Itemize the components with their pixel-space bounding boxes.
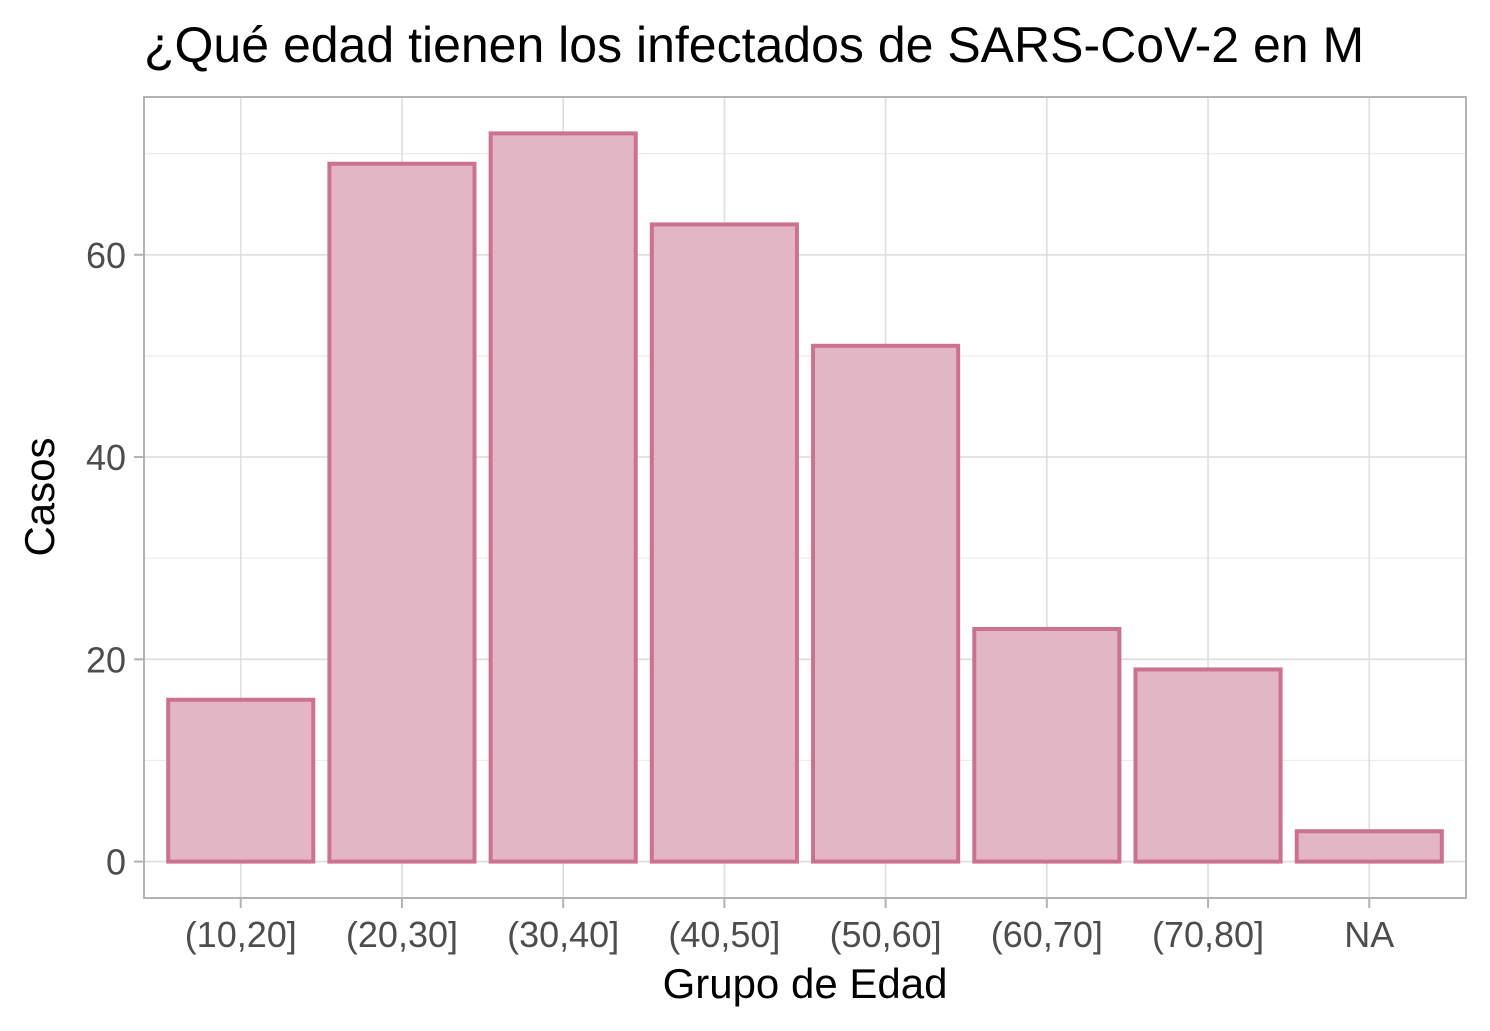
x-tick-label: (60,70] [991,914,1103,955]
y-axis: 0 20 40 60 [86,235,144,883]
x-tick-label: (40,50] [668,914,780,955]
y-axis-title: Casos [16,437,63,556]
bars [166,131,1444,864]
x-axis: (10,20] (20,30] (30,40] (40,50] (50,60] (60,7… [185,898,1394,955]
bar-40-50 [649,222,799,864]
bar-60-70 [972,626,1122,864]
chart-title: ¿Qué edad tienen los infectados de SARS-… [144,17,1364,73]
bar-30-40 [488,131,638,864]
x-tick-label: (20,30] [346,914,458,955]
plot-panel [143,96,1467,899]
y-tick-label: 20 [86,639,126,680]
bar-50-60 [811,343,961,864]
bar-20-30 [327,161,477,864]
y-tick-label: 40 [86,437,126,478]
x-tick-label: NA [1344,914,1394,955]
x-tick-label: (10,20] [185,914,297,955]
y-tick-label: 60 [86,235,126,276]
x-tick-label: (50,60] [830,914,942,955]
bar-NA [1294,829,1444,864]
x-tick-label: (30,40] [507,914,619,955]
x-tick-label: (70,80] [1152,914,1264,955]
y-tick-label: 0 [106,842,126,883]
bar-10-20 [166,697,316,864]
bar-70-80 [1133,667,1283,864]
x-axis-title: Grupo de Edad [663,960,948,1007]
